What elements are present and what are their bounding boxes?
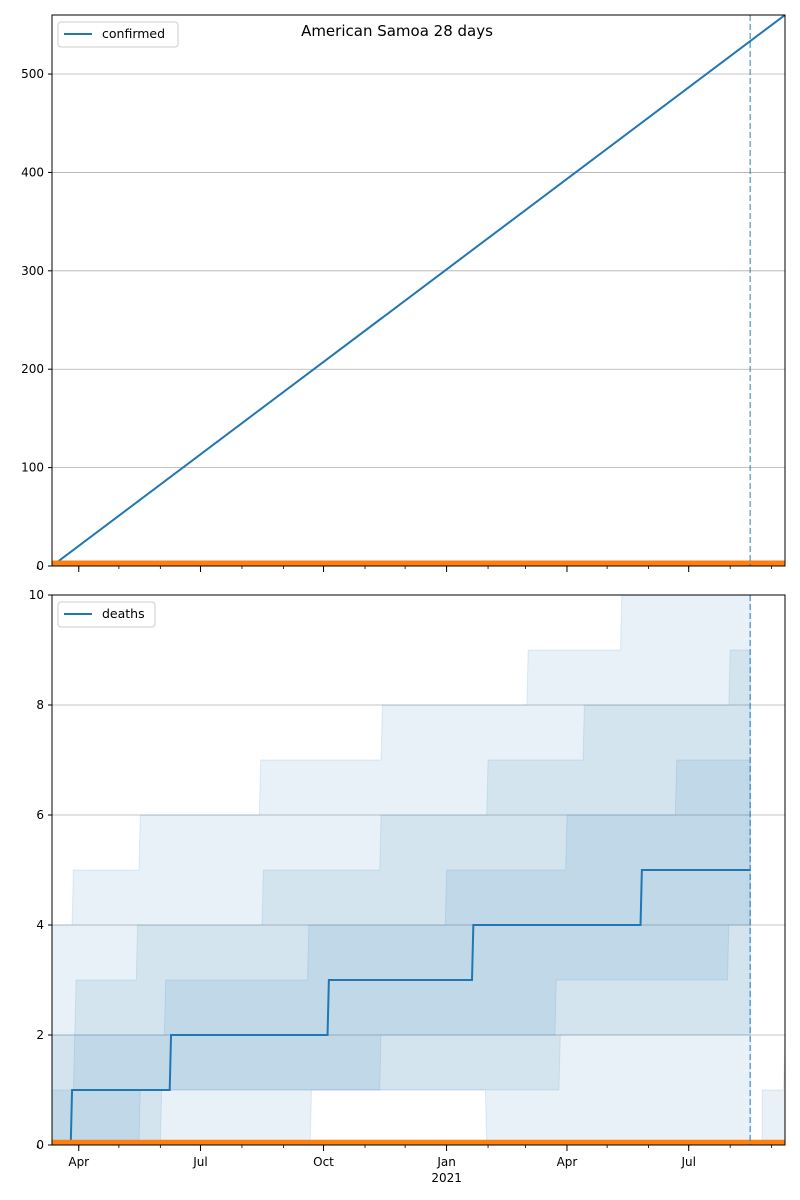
plot-area (52, 15, 785, 566)
x-tick-label: Apr (557, 1155, 578, 1169)
x-tick-label: Oct (313, 1155, 334, 1169)
x-tick-label: Jul (680, 1155, 695, 1169)
plot-frame (51, 594, 786, 1146)
y-tick-label: 0 (36, 559, 44, 573)
plot-area (52, 595, 785, 1145)
y-tick-label: 500 (21, 67, 44, 81)
plot-frame (51, 14, 786, 567)
y-tick-label: 200 (21, 362, 44, 376)
y-tick-label: 100 (21, 461, 44, 475)
legend-label: deaths (102, 606, 145, 621)
uncertainty-band (761, 1034, 785, 1145)
legend-label: confirmed (102, 26, 165, 41)
legend: deaths (57, 601, 156, 628)
uncertainty-band (52, 759, 751, 1145)
x-tick-year-label: 2021 (431, 1171, 462, 1185)
x-tick-label: Jul (192, 1155, 207, 1169)
uncertainty-band (52, 649, 751, 1145)
x-tick-label: Apr (68, 1155, 89, 1169)
deaths-series-line (52, 869, 751, 1145)
y-tick-label: 6 (36, 808, 44, 822)
y-tick-label: 2 (36, 1028, 44, 1042)
y-tick-label: 4 (36, 918, 44, 932)
y-tick-label: 10 (29, 588, 44, 602)
y-tick-label: 300 (21, 264, 44, 278)
legend-box (57, 21, 179, 48)
deaths-panel: 0 2 4 6 8 10 Apr Jul Oct Jan 2021 Apr Jul deaths (29, 588, 786, 1185)
confirmed-series-line (52, 15, 785, 566)
confirmed-panel: 0 100 200 300 400 500 American Samoa 28 days co… (21, 14, 786, 573)
chart-title: American Samoa 28 days (301, 22, 493, 40)
y-tick-label: 0 (36, 1138, 44, 1152)
y-tick-label: 8 (36, 698, 44, 712)
y-tick-label: 400 (21, 165, 44, 179)
uncertainty-band (52, 595, 751, 1145)
x-tick-label: Jan (436, 1155, 456, 1169)
legend: confirmed (57, 21, 179, 48)
legend-box (57, 601, 156, 628)
